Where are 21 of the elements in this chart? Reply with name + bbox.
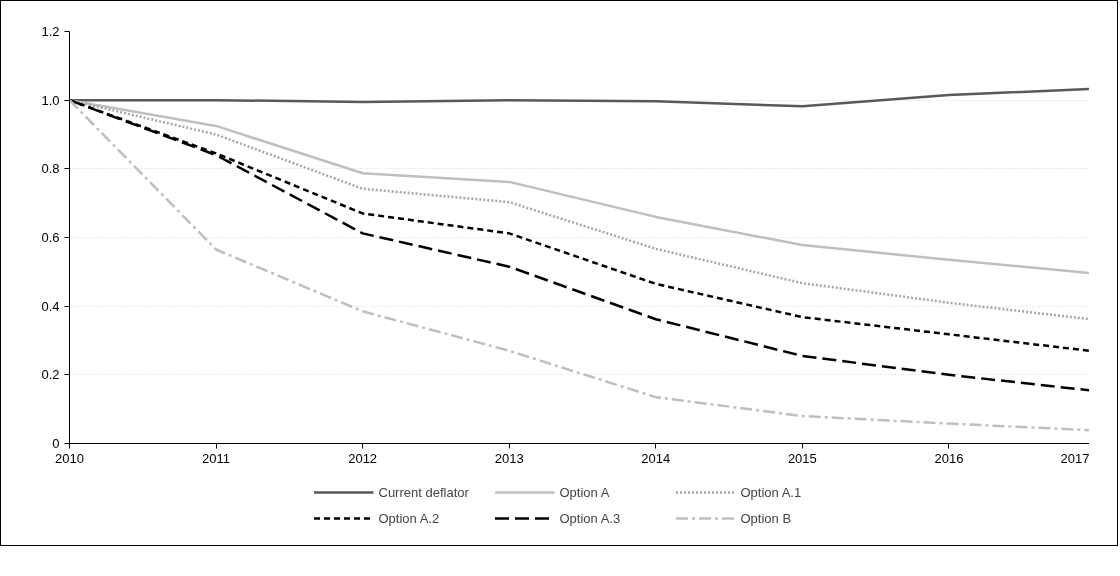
- x-tick-label: 2011: [202, 450, 231, 466]
- x-tick-label: 2012: [348, 450, 378, 466]
- legend-label: Option A.3: [559, 510, 622, 526]
- x-tick-label: 2010: [55, 450, 84, 466]
- y-tick-label: 0.8: [41, 161, 60, 177]
- y-tick-label: 0.6: [41, 230, 60, 245]
- legend-label: Option A.1: [740, 484, 803, 500]
- legend-label: Current deflator: [378, 484, 470, 500]
- x-tick-label: 2013: [494, 450, 524, 466]
- y-tick-label: 1.0: [41, 92, 60, 108]
- x-tick-label: 2017: [1060, 450, 1090, 466]
- x-tick-label: 2016: [934, 450, 964, 466]
- legend-label: Option A.2: [378, 510, 441, 526]
- x-tick-label: 2014: [641, 450, 671, 466]
- y-tick-label: 0.2: [41, 367, 60, 383]
- y-tick-label: 0.4: [41, 298, 60, 314]
- x-tick-label: 2015: [787, 450, 817, 466]
- y-tick-label: 0: [52, 436, 60, 451]
- legend-label: Option A: [559, 484, 611, 500]
- legend-label: Option B: [740, 510, 793, 526]
- y-tick-label: 1.2: [41, 24, 60, 39]
